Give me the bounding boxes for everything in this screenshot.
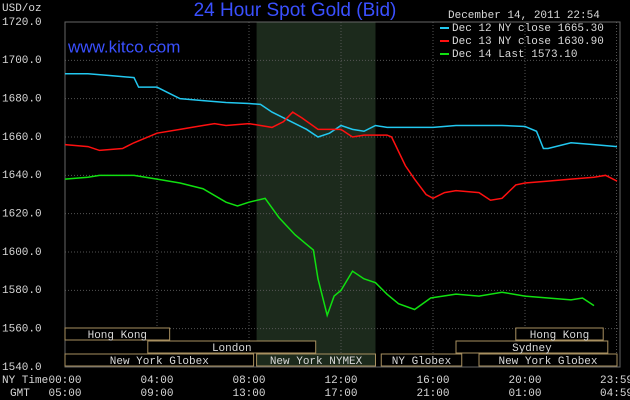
chart-title: 24 Hour Spot Gold (Bid) <box>194 0 397 21</box>
y-tick-label: 1560.0 <box>2 324 42 336</box>
y-tick-label: 1680.0 <box>2 94 42 106</box>
x-tick-label-gmt: 01:00 <box>508 388 541 400</box>
x-tick-label-gmt: 09:00 <box>140 388 173 400</box>
legend-label: Dec 14 Last 1573.10 <box>452 49 577 61</box>
session-bar <box>147 340 317 354</box>
x-row-label: GMT <box>10 388 30 400</box>
session-bar <box>478 353 618 367</box>
x-row-label: NY Time <box>2 375 48 387</box>
session-bar <box>64 327 171 341</box>
price-line <box>64 111 618 202</box>
x-tick-label-gmt: 21:00 <box>416 388 449 400</box>
source: www.kitco.com <box>67 37 180 56</box>
plot-frame <box>64 21 621 368</box>
y-tick-label: 1620.0 <box>2 209 42 221</box>
x-tick-label-gmt: 13:00 <box>232 388 265 400</box>
x-tick-label: 12:00 <box>324 375 357 387</box>
session-label: London <box>212 343 252 355</box>
x-tick-label: 16:00 <box>416 375 449 387</box>
y-tick-label: 1700.0 <box>2 55 42 67</box>
x-tick-label: 08:00 <box>232 375 265 387</box>
session-label: NY Globex <box>392 356 452 368</box>
x-tick-label: 20:00 <box>508 375 541 387</box>
session-bar <box>455 340 609 354</box>
session-label: New York NYMEX <box>270 356 363 368</box>
legend-label: Dec 12 NY close 1665.30 <box>452 23 604 35</box>
price-line <box>64 174 595 318</box>
y-tick-label: 1540.0 <box>2 362 42 374</box>
session-bar <box>64 353 255 367</box>
session-shade <box>256 22 376 367</box>
session-label: New York Globex <box>498 356 597 368</box>
y-tick-label: 1580.0 <box>2 285 42 297</box>
x-tick-label: 04:00 <box>140 375 173 387</box>
session-label: Hong Kong <box>88 330 147 342</box>
session-label: Sydney <box>512 343 552 355</box>
y-axis-label: USD/oz <box>2 3 42 15</box>
y-tick-label: 1720.0 <box>2 17 42 29</box>
timestamp: December 14, 2011 22:54 <box>448 10 600 22</box>
y-tick-label: 1660.0 <box>2 132 42 144</box>
y-tick-label: 1640.0 <box>2 170 42 182</box>
session-bar <box>256 353 376 367</box>
session-bar <box>515 327 604 341</box>
price-line <box>65 73 618 150</box>
x-tick-label: 00:00 <box>48 375 81 387</box>
x-tick-label-gmt: 05:00 <box>48 388 81 400</box>
session-label: New York Globex <box>110 356 209 368</box>
y-tick-label: 1600.0 <box>2 247 42 259</box>
x-tick-label-gmt: 04:59 <box>600 388 630 400</box>
legend-label: Dec 13 NY close 1630.90 <box>452 36 604 48</box>
x-tick-label-gmt: 17:00 <box>324 388 357 400</box>
x-tick-label: 23:59 <box>600 375 630 387</box>
session-bar <box>380 353 463 367</box>
session-label: Hong Kong <box>530 330 589 342</box>
